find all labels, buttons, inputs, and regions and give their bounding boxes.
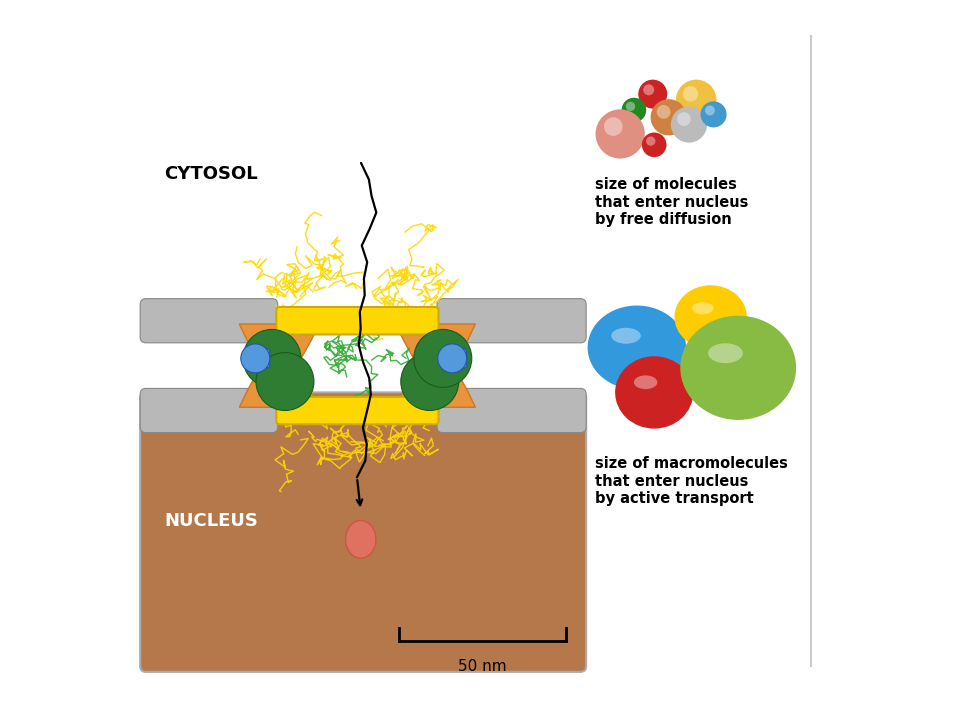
Circle shape (677, 112, 691, 126)
Ellipse shape (680, 316, 796, 420)
Circle shape (700, 101, 726, 127)
Ellipse shape (346, 521, 376, 558)
Circle shape (650, 99, 687, 135)
Polygon shape (240, 324, 319, 407)
Circle shape (705, 106, 715, 115)
Ellipse shape (634, 375, 657, 390)
FancyBboxPatch shape (441, 349, 467, 368)
Circle shape (638, 80, 667, 109)
FancyBboxPatch shape (437, 299, 586, 343)
Ellipse shape (692, 302, 714, 314)
FancyBboxPatch shape (140, 392, 586, 672)
Circle shape (596, 109, 645, 159)
Text: CYTOSOL: CYTOSOL (164, 165, 258, 182)
Ellipse shape (587, 306, 686, 390)
Circle shape (646, 136, 655, 146)
Polygon shape (396, 324, 475, 407)
Circle shape (676, 80, 717, 120)
Ellipse shape (611, 328, 641, 344)
FancyBboxPatch shape (140, 389, 278, 433)
Circle shape (414, 329, 471, 387)
Circle shape (622, 98, 647, 122)
Text: size of macromolecules
that enter nucleus
by active transport: size of macromolecules that enter nucleu… (595, 456, 787, 506)
Circle shape (626, 101, 635, 111)
Circle shape (643, 84, 654, 96)
FancyBboxPatch shape (276, 397, 439, 424)
Ellipse shape (674, 285, 747, 349)
Circle shape (438, 344, 467, 373)
Circle shape (256, 353, 314, 411)
Circle shape (240, 344, 270, 373)
FancyBboxPatch shape (276, 307, 439, 334)
FancyBboxPatch shape (140, 299, 278, 343)
FancyBboxPatch shape (243, 349, 270, 368)
Text: NUCLEUS: NUCLEUS (164, 513, 258, 530)
Circle shape (400, 353, 459, 411)
Ellipse shape (615, 356, 694, 429)
Circle shape (604, 117, 623, 136)
Circle shape (671, 106, 707, 143)
Text: 50 nm: 50 nm (458, 659, 507, 674)
Circle shape (642, 132, 667, 157)
Ellipse shape (708, 343, 742, 363)
Circle shape (683, 86, 698, 101)
Text: size of molecules
that enter nucleus
by free diffusion: size of molecules that enter nucleus by … (595, 177, 748, 227)
Circle shape (657, 105, 671, 119)
Circle shape (243, 329, 301, 387)
FancyBboxPatch shape (437, 389, 586, 433)
